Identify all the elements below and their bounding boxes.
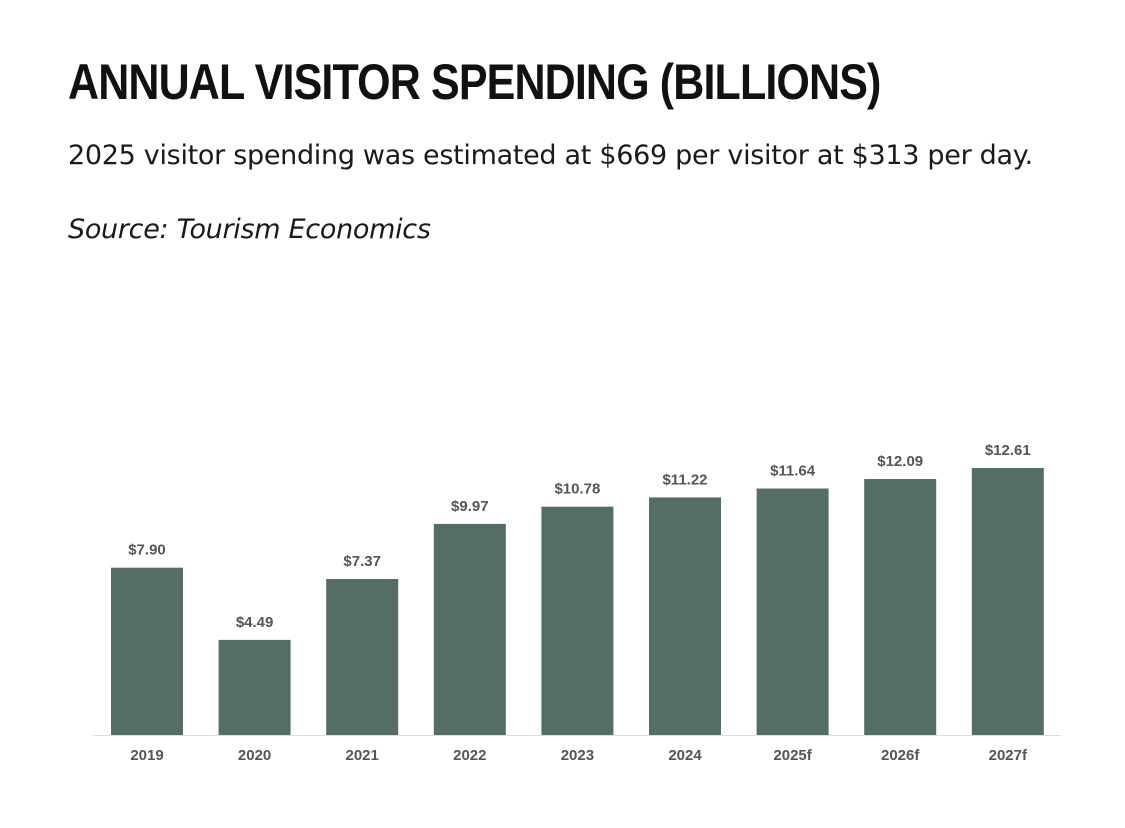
x-tick-2026f: 2026f: [881, 747, 920, 764]
bar-2021: [326, 579, 399, 735]
bar-2022: [433, 523, 506, 735]
bar-2024: [649, 497, 721, 735]
x-tick-2024: 2024: [668, 747, 702, 764]
value-label-2024: $11.22: [662, 471, 707, 488]
bar-2020: [218, 639, 291, 735]
x-tick-2022: 2022: [453, 747, 486, 764]
value-labels-group: $7.90 $4.49 $7.37 $9.97 $10.78 $11.22 $11.64 $1…: [128, 442, 1031, 631]
x-tick-2023: 2023: [561, 747, 594, 764]
x-tick-labels-group: 2019 2020 2021 2022 2023 2024 2025f 2026f 2027f: [130, 747, 1028, 764]
value-label-2026f: $12.09: [877, 453, 923, 470]
chart-title: ANNUAL VISITOR SPENDING (BILLIONS): [68, 54, 881, 110]
bar-2023: [541, 506, 614, 735]
value-label-2027f: $12.61: [985, 442, 1031, 459]
x-tick-2021: 2021: [346, 747, 379, 764]
bar-2019: [111, 567, 183, 735]
bar-2026f: [864, 479, 937, 735]
value-label-2020: $4.49: [236, 614, 274, 631]
chart-subtitle: 2025 visitor spending was estimated at $…: [68, 140, 1033, 171]
bar-2025f: [756, 488, 829, 735]
value-label-2019: $7.90: [128, 542, 166, 559]
chart-source: Source: Tourism Economics: [68, 214, 431, 245]
value-label-2021: $7.37: [343, 553, 381, 570]
value-label-2022: $9.97: [451, 498, 489, 515]
value-label-2025f: $11.64: [770, 463, 816, 480]
value-label-2023: $10.78: [554, 481, 600, 498]
bar-2027f: [971, 468, 1044, 735]
bars-group: [111, 468, 1044, 735]
x-tick-2019: 2019: [130, 747, 163, 764]
x-tick-2025f: 2025f: [773, 747, 812, 764]
x-tick-2027f: 2027f: [989, 747, 1028, 764]
x-tick-2020: 2020: [238, 747, 271, 764]
